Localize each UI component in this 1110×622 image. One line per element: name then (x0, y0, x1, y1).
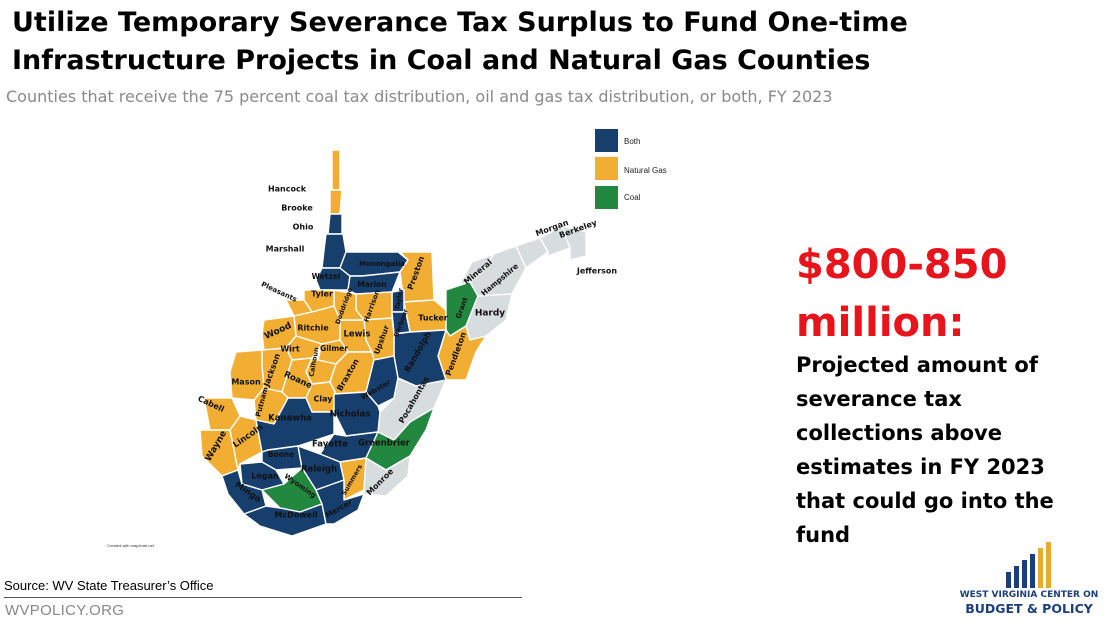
county-hancock (331, 149, 341, 191)
county-mercer (315, 479, 365, 525)
county-jefferson (561, 225, 587, 261)
highlight-description: Projected amount of severance tax collec… (796, 353, 1054, 547)
county-label-pleasants: Pleasants (260, 280, 298, 303)
map-credit: Created with mapchart.net (107, 543, 154, 548)
footer-divider (4, 597, 522, 598)
page-subtitle: Counties that receive the 75 percent coa… (6, 87, 833, 106)
county-label-tyler: Tyler (311, 290, 333, 299)
county-label-marshall: Marshall (266, 245, 305, 254)
legend-label-coal: Coal (624, 193, 641, 202)
county-label-raleigh: Raleigh (301, 465, 337, 475)
county-label-wirt: Wirt (280, 345, 300, 354)
county-label-nicholas: Nicholas (330, 410, 371, 420)
county-mason (229, 349, 265, 401)
county-berkeley (539, 225, 571, 257)
county-label-greenbrier: Greenbrier (358, 439, 411, 449)
county-label-marion: Marion (357, 280, 386, 289)
source-note: Source: WV State Treasurer’s Office (4, 578, 214, 593)
county-label-hancock: Hancock (268, 185, 307, 194)
legend-swatch-natural-gas (595, 157, 618, 180)
county-nicholas (333, 391, 381, 437)
county-label-kanawha: Kanawha (268, 414, 312, 424)
county-mcdowell (243, 503, 327, 537)
county-mingo (221, 469, 267, 515)
county-label-gilmer: Gilmer (320, 344, 348, 353)
county-label-ritchie: Ritchie (297, 324, 329, 333)
county-label-mason: Mason (231, 378, 261, 387)
logo-line1: WEST VIRGINIA CENTER ON (959, 590, 1099, 600)
county-summers (339, 457, 367, 501)
county-label-mcdowell: McDowell (274, 511, 317, 520)
county-label-jefferson: Jefferson (576, 267, 618, 276)
county-label-lewis: Lewis (343, 330, 370, 340)
legend-label-natural-gas: Natural Gas (624, 166, 667, 175)
legend-swatch-coal (595, 186, 618, 209)
highlight-amount: $800-850 million: (796, 242, 1008, 346)
legend-swatch-both (595, 129, 618, 152)
county-label-brooke: Brooke (281, 204, 313, 213)
county-label-clay: Clay (314, 395, 334, 404)
county-label-taylor: Taylor (393, 287, 405, 311)
page-title: Utilize Temporary Severance Tax Surplus … (12, 7, 908, 76)
legend-label-both: Both (624, 137, 641, 146)
county-brooke (329, 189, 343, 215)
logo-line2: BUDGET & POLICY (965, 601, 1093, 616)
county-ohio (327, 213, 343, 235)
county-monroe (363, 455, 411, 497)
county-label-monongalia: Monongalia (359, 260, 405, 268)
wvcbp-logo: WEST VIRGINIA CENTER ON BUDGET & POLICY (958, 542, 1100, 622)
county-label-ohio: Ohio (293, 223, 314, 232)
county-label-boone: Boone (268, 450, 294, 459)
county-label-wetzel: Wetzel (312, 272, 341, 281)
county-label-logan: Logan (251, 472, 279, 481)
logo-bars-icon (1006, 542, 1051, 588)
county-label-tucker: Tucker (418, 314, 448, 323)
footer-url: WVPOLICY.ORG (5, 602, 125, 619)
county-label-fayette: Fayette (312, 440, 348, 450)
county-label-hardy: Hardy (475, 309, 505, 319)
